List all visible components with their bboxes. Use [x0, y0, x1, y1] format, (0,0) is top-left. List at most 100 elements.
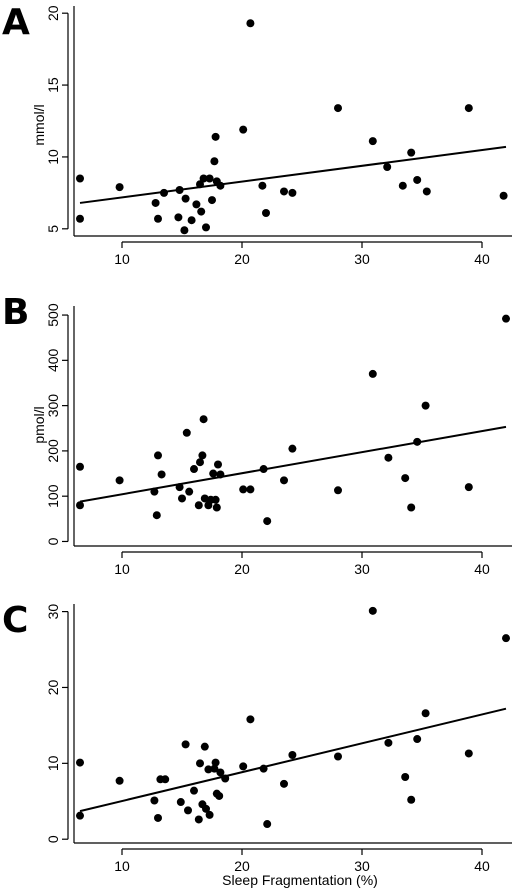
- panel-b-data-point: [259, 465, 268, 474]
- panel-c-y-tick-label: 30: [45, 604, 61, 620]
- panel-b-y-axis-title: pmol/l: [31, 406, 47, 443]
- panel-a: A mmol/l 5 10 15 20 10 20 30 40: [2, 2, 512, 267]
- panel-c-data-point: [210, 764, 219, 773]
- panel-a-data-point: [246, 19, 255, 28]
- panel-a-x-tick-label: 20: [234, 251, 250, 267]
- panel-b-data-point: [368, 369, 377, 378]
- panel-a-data-point: [151, 198, 160, 207]
- panel-c-data-point: [154, 813, 162, 822]
- panel-c-data-point: [407, 795, 416, 804]
- panel-b-data-point: [334, 486, 342, 495]
- panel-c-x-tick-label: 10: [114, 858, 130, 874]
- panel-c-y-tick-label: 0: [45, 835, 61, 843]
- panel-b-data-point: [199, 415, 208, 424]
- panel-b-y-tick-label: 500: [45, 303, 61, 327]
- panel-b-data-point: [150, 487, 159, 496]
- panel-a-data-point: [160, 188, 168, 197]
- panel-b-data-point: [214, 460, 222, 469]
- panel-a-data-point: [262, 209, 270, 217]
- panel-c-data-point: [368, 606, 377, 615]
- panel-c-data-point: [211, 758, 220, 767]
- panel-a-y-tick-label: 15: [45, 77, 61, 93]
- panel-a-x-tick-label: 40: [474, 251, 490, 267]
- panel-b-data-point: [212, 503, 221, 512]
- panel-b-data-point: [502, 314, 510, 323]
- panel-b-data-point: [198, 451, 207, 460]
- panel-b-points: [76, 314, 510, 526]
- panel-b-data-point: [216, 470, 225, 479]
- panel-a-data-point: [407, 148, 416, 157]
- panel-c-data-point: [413, 735, 422, 744]
- panel-a-data-point: [288, 188, 297, 197]
- panel-b-data-point: [211, 495, 220, 504]
- panel-a-y-ticks: 5 10 15 20: [45, 5, 69, 233]
- panel-a-data-point: [76, 174, 84, 183]
- panel-b-y-ticks: 0 100 200 300 400 500: [45, 303, 69, 545]
- panel-b-data-point: [407, 503, 416, 512]
- panel-c-x-axis-title: Sleep Fragmentation (%): [222, 872, 378, 888]
- panel-c-data-point: [184, 806, 192, 815]
- panel-c-data-point: [384, 738, 393, 747]
- panel-b-data-point: [464, 483, 473, 492]
- panel-a-data-point: [210, 157, 219, 166]
- panel-a-y-tick-label: 10: [45, 149, 61, 165]
- panel-a-data-point: [383, 163, 392, 171]
- panel-b-x-ticks: 10 20 30 40: [114, 551, 490, 577]
- panel-c-data-point: [288, 750, 297, 759]
- panel-a-data-point: [422, 187, 431, 196]
- panel-c-data-point: [196, 759, 204, 768]
- panel-b-data-point: [185, 487, 194, 496]
- panel-a-y-tick-label: 20: [45, 5, 61, 21]
- panel-b-regression-line: [79, 425, 507, 503]
- panel-c-data-point: [181, 740, 190, 749]
- panel-a-data-point: [197, 207, 206, 216]
- panel-a-data-point: [76, 214, 84, 223]
- panel-a-data-point: [192, 200, 201, 209]
- panel-c-letter: C: [2, 600, 28, 641]
- panel-a-data-point: [196, 180, 204, 189]
- panel-c-data-point: [204, 765, 213, 774]
- panel-a-data-point: [464, 104, 473, 113]
- panel-c-y-tick-label: 20: [45, 679, 61, 695]
- panel-a-data-point: [398, 181, 407, 190]
- panel-c-x-tick-label: 20: [234, 858, 250, 874]
- panel-b-x-tick-label: 40: [474, 561, 490, 577]
- panel-b-data-point: [200, 494, 209, 503]
- panel-b-data-point: [413, 437, 422, 446]
- panel-b-data-point: [76, 462, 84, 471]
- panel-a-data-point: [187, 216, 196, 225]
- panel-b-x-tick-label: 30: [354, 561, 370, 577]
- panel-c-data-point: [205, 810, 214, 819]
- panel-c-data-point: [216, 768, 225, 777]
- panel-c-data-point: [239, 762, 248, 771]
- panel-a-letter: A: [2, 2, 30, 43]
- panel-b-data-point: [76, 501, 84, 510]
- panel-a-y-axis-title: mmol/l: [31, 104, 47, 145]
- panel-b-data-point: [196, 458, 204, 467]
- panel-a-data-point: [216, 181, 225, 190]
- panel-a-data-point: [199, 174, 208, 183]
- panel-a-x-ticks: 10 20 30 40: [114, 241, 490, 267]
- panel-c-data-point: [200, 742, 209, 751]
- panel-c-regression-line: [79, 707, 507, 813]
- panel-b-data-point: [263, 517, 272, 526]
- panel-a-data-point: [368, 137, 377, 146]
- panel-a-data-point: [211, 132, 220, 141]
- panel-a-y-tick-label: 5: [45, 225, 61, 233]
- panel-b-data-point: [421, 401, 430, 410]
- panel-a-data-point: [181, 194, 190, 203]
- panel-a-x-tick-label: 30: [354, 251, 370, 267]
- panel-c-data-point: [334, 752, 342, 761]
- panel-c-data-point: [194, 815, 203, 824]
- panel-c-data-point: [464, 749, 473, 758]
- panel-b-data-point: [115, 476, 124, 485]
- panel-b-data-point: [209, 469, 218, 478]
- panel-b-data-point: [152, 511, 161, 520]
- panel-b-data-point: [401, 474, 410, 483]
- panel-b-data-point: [178, 494, 186, 503]
- panel-a-data-point: [499, 191, 508, 200]
- panel-b-data-point: [190, 465, 198, 474]
- panel-c-data-point: [421, 709, 430, 718]
- panel-b-x-tick-label: 10: [114, 561, 130, 577]
- panel-a-data-point: [174, 213, 183, 222]
